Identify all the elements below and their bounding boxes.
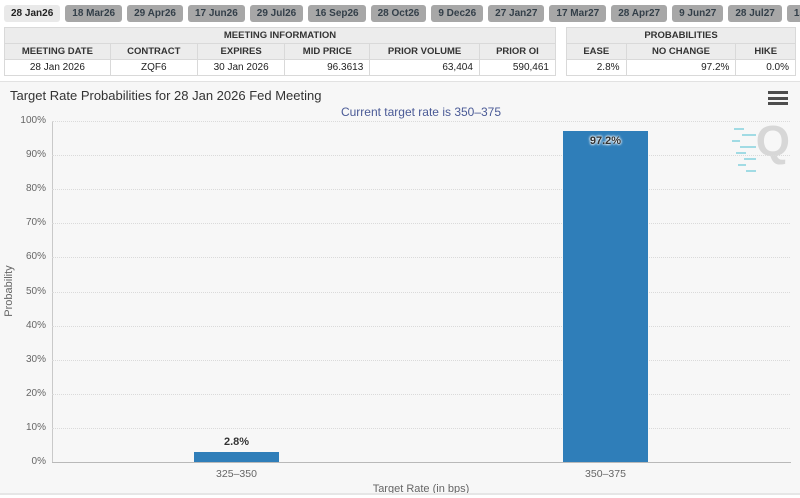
meeting-tab-17-jun26[interactable]: 17 Jun26 (187, 5, 245, 22)
gridline-70 (52, 223, 790, 225)
contract-value: ZQF6 (109, 59, 198, 76)
probability-chart: Target Rate Probabilities for 28 Jan 202… (0, 81, 800, 495)
meeting-tabs: 28 Jan26 18 Mar26 29 Apr26 17 Jun26 29 Jul26… (0, 0, 800, 26)
meeting-info-value-row: 28 Jan 2026 ZQF6 30 Jan 2026 96.3613 63,… (4, 59, 557, 76)
y-tick-label-0: 0% (31, 456, 46, 467)
meeting-date-value: 28 Jan 2026 (4, 59, 111, 76)
gridline-80 (52, 189, 790, 191)
gridline-30 (52, 359, 790, 361)
gridline-40 (52, 325, 790, 327)
bar-350–375[interactable] (563, 130, 648, 462)
gridline-60 (52, 257, 790, 259)
meeting-tab-16-sep26[interactable]: 16 Sep26 (308, 5, 366, 22)
expires-value: 30 Jan 2026 (196, 59, 286, 76)
data-label-325–350: 2.8% (223, 436, 250, 449)
y-tick-label-80: 80% (25, 183, 46, 195)
col-contract: CONTRACT (109, 43, 198, 60)
meeting-tab-15-sep27[interactable]: 15 Sep27 (786, 5, 800, 22)
meeting-tab-9-dec26[interactable]: 9 Dec26 (431, 5, 484, 22)
hike-value: 0.0% (735, 59, 796, 76)
prior-oi-value: 590,461 (478, 59, 557, 76)
bar-325–350[interactable] (194, 452, 279, 462)
chart-subtitle: Current target rate is 350–375 (340, 105, 502, 119)
gridline-90 (52, 155, 790, 157)
watermark-q-letter: Q (755, 117, 790, 166)
gridline-10 (52, 427, 790, 429)
x-axis-title: Target Rate (in bps) (372, 483, 470, 495)
probabilities-header-row: EASE NO CHANGE HIKE (566, 43, 796, 60)
gridline-20 (52, 393, 790, 395)
meeting-tab-29-apr26[interactable]: 29 Apr26 (127, 5, 183, 22)
gridline-50 (52, 291, 790, 293)
y-axis-labels: 0% 10% 20% 30% 40% 50% 60% 70% 80% 90% 100% (0, 115, 46, 467)
meeting-tab-28-oct26[interactable]: 28 Oct26 (370, 5, 427, 22)
col-mid-price: MID PRICE (284, 43, 371, 60)
ease-value: 2.8% (566, 59, 627, 76)
x-axis-line (52, 462, 791, 463)
y-tick-label-90: 90% (25, 149, 46, 161)
x-tick-label-350–375: 350–375 (585, 468, 626, 480)
y-tick-label-20: 20% (25, 387, 46, 399)
probabilities-value-row: 2.8% 97.2% 0.0% (566, 59, 796, 76)
y-tick-label-50: 50% (25, 285, 46, 297)
x-tick-label-325–350: 325–350 (216, 468, 257, 480)
probabilities-table: PROBABILITIES EASE NO CHANGE HIKE 2.8% 9… (566, 27, 796, 76)
col-hike: HIKE (735, 43, 796, 60)
col-no-change: NO CHANGE (625, 43, 737, 60)
meeting-tab-18-mar26[interactable]: 18 Mar26 (65, 5, 123, 22)
col-ease: EASE (566, 43, 627, 60)
meeting-tab-28-jan26[interactable]: 28 Jan26 (4, 5, 61, 22)
plot-area: 2.8% 97.2% (52, 121, 790, 463)
col-prior-volume: PRIOR VOLUME (369, 43, 480, 60)
prior-volume-value: 63,404 (369, 59, 480, 76)
col-prior-oi: PRIOR OI (478, 43, 557, 60)
no-change-value: 97.2% (625, 59, 737, 76)
meeting-tab-17-mar27[interactable]: 17 Mar27 (549, 5, 607, 22)
y-axis-title: Probability (3, 265, 15, 317)
meeting-info-header-row: MEETING DATE CONTRACT EXPIRES MID PRICE … (4, 43, 557, 60)
col-expires: EXPIRES (196, 43, 286, 60)
y-tick-label-40: 40% (25, 319, 46, 331)
y-tick-label-70: 70% (25, 217, 46, 229)
meeting-tab-28-jul27[interactable]: 28 Jul27 (728, 5, 782, 22)
probabilities-title: PROBABILITIES (566, 27, 796, 44)
meeting-information-table: MEETING INFORMATION MEETING DATE CONTRAC… (4, 27, 557, 76)
chart-title: Target Rate Probabilities for 28 Jan 202… (10, 88, 322, 103)
y-tick-label-30: 30% (25, 353, 46, 365)
col-meeting-date: MEETING DATE (4, 43, 111, 60)
meeting-tab-28-apr27[interactable]: 28 Apr27 (611, 5, 668, 22)
y-tick-label-100: 100% (20, 115, 46, 126)
meeting-tab-27-jan27[interactable]: 27 Jan27 (488, 5, 545, 22)
y-tick-label-60: 60% (25, 251, 46, 263)
mid-price-value: 96.3613 (284, 59, 371, 76)
chart-context-menu-icon[interactable] (768, 91, 788, 105)
meeting-tab-9-jun27[interactable]: 9 Jun27 (672, 5, 724, 22)
data-label-350–375: 97.2% (589, 134, 622, 147)
y-tick-label-10: 10% (25, 421, 46, 433)
meeting-info-title: MEETING INFORMATION (4, 27, 556, 44)
quikstrike-watermark: Q (732, 118, 792, 174)
gridline-100 (52, 121, 790, 122)
meeting-tab-29-jul26[interactable]: 29 Jul26 (249, 5, 304, 22)
info-tables: MEETING INFORMATION MEETING DATE CONTRAC… (0, 26, 800, 81)
